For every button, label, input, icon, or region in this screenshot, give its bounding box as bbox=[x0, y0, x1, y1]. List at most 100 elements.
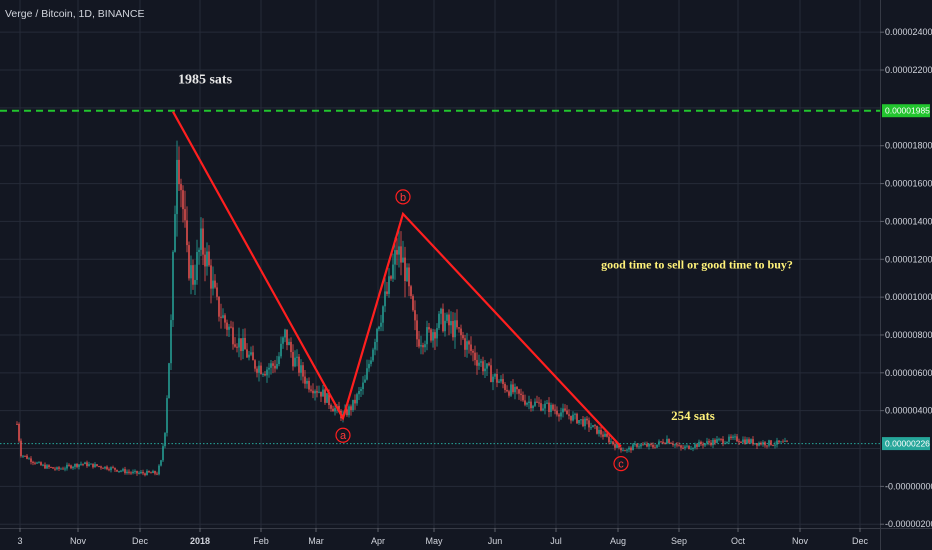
candle bbox=[212, 266, 214, 296]
candle bbox=[60, 467, 62, 470]
candle bbox=[320, 391, 322, 403]
y-tick-label: 0.00000800 bbox=[885, 330, 932, 340]
candle bbox=[466, 332, 468, 358]
candle bbox=[452, 312, 454, 341]
candle bbox=[758, 441, 760, 447]
candle bbox=[122, 467, 124, 472]
wave-label-a: a bbox=[335, 427, 351, 443]
candle bbox=[422, 342, 424, 355]
candle bbox=[306, 378, 308, 389]
candle bbox=[780, 440, 782, 443]
candles bbox=[16, 140, 788, 477]
candle bbox=[326, 393, 328, 403]
candle bbox=[514, 383, 516, 400]
y-tick-label: 0.00001800 bbox=[885, 141, 932, 151]
candle bbox=[692, 447, 694, 452]
candle bbox=[16, 421, 18, 425]
candle bbox=[640, 443, 642, 449]
candle bbox=[740, 440, 742, 443]
candle bbox=[416, 314, 418, 348]
candle bbox=[446, 312, 448, 324]
candle bbox=[750, 438, 752, 444]
candle bbox=[436, 323, 438, 347]
candle bbox=[500, 375, 502, 384]
candle bbox=[420, 335, 422, 355]
candle bbox=[34, 461, 36, 465]
candle bbox=[510, 381, 512, 398]
candle bbox=[106, 465, 108, 471]
y-tick-label: 0.00001200 bbox=[885, 254, 932, 264]
candle bbox=[54, 466, 56, 471]
candle bbox=[138, 471, 140, 475]
candle bbox=[32, 460, 34, 466]
candle bbox=[690, 445, 692, 450]
candle bbox=[210, 259, 212, 304]
candle bbox=[736, 434, 738, 443]
candle bbox=[676, 441, 678, 448]
wave-label-text: b bbox=[400, 192, 406, 204]
candle bbox=[562, 403, 564, 418]
annotations: 1985 sats good time to sell or good time … bbox=[178, 72, 793, 423]
candle bbox=[654, 444, 656, 449]
candle bbox=[642, 442, 644, 446]
candle bbox=[100, 465, 102, 470]
candle bbox=[378, 325, 380, 332]
candle bbox=[556, 406, 558, 417]
candle bbox=[720, 438, 722, 442]
candle bbox=[184, 190, 186, 228]
candle bbox=[742, 436, 744, 444]
candle bbox=[716, 435, 718, 444]
candle bbox=[66, 462, 68, 471]
candle bbox=[242, 328, 244, 360]
candle bbox=[362, 376, 364, 395]
y-tick-label: -0.00000000 bbox=[885, 481, 932, 491]
candle bbox=[620, 447, 622, 453]
price-tag bbox=[882, 104, 930, 118]
candle bbox=[560, 407, 562, 420]
candle bbox=[384, 277, 386, 313]
candle bbox=[112, 465, 114, 469]
candle bbox=[594, 424, 596, 430]
candle bbox=[578, 419, 580, 425]
candle bbox=[534, 398, 536, 408]
candle bbox=[262, 372, 264, 377]
candle bbox=[638, 443, 640, 450]
candle bbox=[520, 388, 522, 402]
candle bbox=[572, 411, 574, 422]
candle bbox=[524, 394, 526, 407]
candle bbox=[696, 443, 698, 450]
candle bbox=[152, 469, 154, 474]
candle bbox=[48, 464, 50, 469]
candle bbox=[250, 346, 252, 357]
candle bbox=[52, 466, 54, 469]
price-tag bbox=[882, 437, 930, 451]
x-tick-label: Dec bbox=[852, 536, 869, 546]
candle bbox=[406, 263, 408, 282]
candle bbox=[196, 239, 198, 285]
candle bbox=[558, 412, 560, 422]
candle bbox=[570, 415, 572, 424]
candle bbox=[358, 386, 360, 400]
wave-label-text: a bbox=[340, 430, 347, 442]
candle bbox=[46, 464, 48, 469]
candle bbox=[698, 439, 700, 447]
candle bbox=[240, 338, 242, 361]
candle bbox=[352, 399, 354, 413]
candle bbox=[368, 359, 370, 372]
x-tick-label: Jul bbox=[550, 536, 562, 546]
candle bbox=[104, 466, 106, 470]
candle bbox=[734, 433, 736, 441]
candle bbox=[284, 328, 286, 343]
candle bbox=[786, 440, 788, 443]
candle bbox=[26, 454, 28, 460]
candle bbox=[200, 217, 202, 257]
candle bbox=[470, 336, 472, 356]
candle bbox=[360, 386, 362, 398]
candle bbox=[178, 146, 180, 192]
candle bbox=[332, 405, 334, 412]
candle bbox=[488, 361, 490, 367]
candle bbox=[652, 442, 654, 449]
candle bbox=[476, 352, 478, 375]
